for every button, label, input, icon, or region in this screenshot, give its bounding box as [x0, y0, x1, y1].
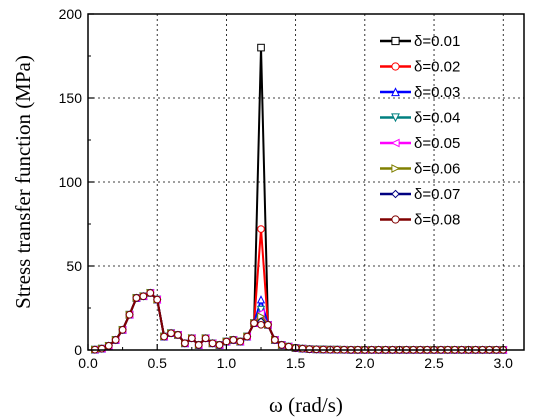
y-tick-label: 100 — [59, 174, 83, 190]
x-tick-label: 3.0 — [494, 355, 514, 371]
data-point-marker — [195, 342, 202, 349]
data-point-marker — [258, 322, 265, 329]
data-point-marker — [265, 322, 272, 329]
data-point-marker — [126, 311, 133, 318]
y-tick-label: 50 — [66, 258, 82, 274]
data-point-marker — [251, 320, 258, 327]
data-point-marker — [189, 335, 196, 342]
data-point-marker — [306, 346, 313, 353]
data-point-marker — [237, 338, 244, 345]
data-point-marker — [285, 343, 292, 350]
data-point-marker — [392, 63, 399, 70]
data-point-marker — [392, 37, 399, 44]
data-point-marker — [244, 333, 251, 340]
data-point-marker — [140, 293, 147, 300]
data-point-marker — [154, 296, 161, 303]
legend-label: δ=0.04 — [414, 110, 460, 127]
y-axis-title: Stress transfer function (MPa) — [11, 55, 35, 309]
x-tick-label: 1.5 — [286, 355, 306, 371]
y-tick-label: 150 — [59, 90, 83, 106]
data-point-marker — [258, 44, 265, 51]
y-tick-label: 0 — [74, 342, 82, 358]
data-point-marker — [105, 343, 112, 350]
data-point-marker — [133, 295, 140, 302]
legend-label: δ=0.02 — [414, 59, 460, 76]
legend-label: δ=0.07 — [414, 186, 460, 203]
data-point-marker — [209, 340, 216, 347]
legend-label: δ=0.03 — [414, 84, 460, 101]
data-point-marker — [202, 335, 209, 342]
x-tick-label: 1.0 — [217, 355, 237, 371]
data-point-marker — [147, 290, 154, 297]
x-tick-label: 2.5 — [424, 355, 444, 371]
data-point-marker — [230, 337, 237, 344]
data-point-marker — [258, 226, 265, 233]
data-point-marker — [119, 327, 126, 334]
data-point-marker — [112, 337, 119, 344]
legend-label: δ=0.08 — [414, 212, 460, 229]
x-axis-title: ω (rad/s) — [269, 393, 343, 417]
data-point-marker — [272, 337, 279, 344]
data-point-marker — [223, 338, 230, 345]
data-point-marker — [392, 216, 399, 223]
legend-label: δ=0.06 — [414, 161, 460, 178]
legend-label: δ=0.05 — [414, 135, 460, 152]
data-point-marker — [216, 342, 223, 349]
data-point-marker — [182, 340, 189, 347]
data-point-marker — [278, 342, 285, 349]
data-point-marker — [168, 330, 175, 337]
legend-label: δ=0.01 — [414, 33, 460, 50]
y-tick-label: 200 — [59, 6, 83, 22]
data-point-marker — [175, 332, 182, 339]
data-point-marker — [299, 345, 306, 352]
data-point-marker — [99, 345, 106, 352]
x-tick-label: 2.0 — [355, 355, 375, 371]
data-point-marker — [161, 333, 168, 340]
x-tick-label: 0.5 — [147, 355, 167, 371]
